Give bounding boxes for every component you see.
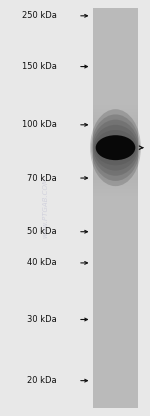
- Ellipse shape: [96, 135, 135, 160]
- Text: 100 kDa: 100 kDa: [22, 120, 57, 129]
- Ellipse shape: [92, 120, 139, 176]
- Text: www.PTGAB.COM: www.PTGAB.COM: [42, 178, 48, 238]
- Ellipse shape: [90, 109, 141, 186]
- Text: 150 kDa: 150 kDa: [22, 62, 57, 71]
- Text: 40 kDa: 40 kDa: [27, 258, 57, 267]
- Text: 50 kDa: 50 kDa: [27, 227, 57, 236]
- Ellipse shape: [94, 130, 136, 165]
- Ellipse shape: [93, 125, 138, 171]
- Ellipse shape: [91, 114, 140, 181]
- Text: 20 kDa: 20 kDa: [27, 376, 57, 385]
- Bar: [93, 8, 138, 408]
- Text: 250 kDa: 250 kDa: [22, 11, 57, 20]
- Text: 30 kDa: 30 kDa: [27, 315, 57, 324]
- Text: 70 kDa: 70 kDa: [27, 173, 57, 183]
